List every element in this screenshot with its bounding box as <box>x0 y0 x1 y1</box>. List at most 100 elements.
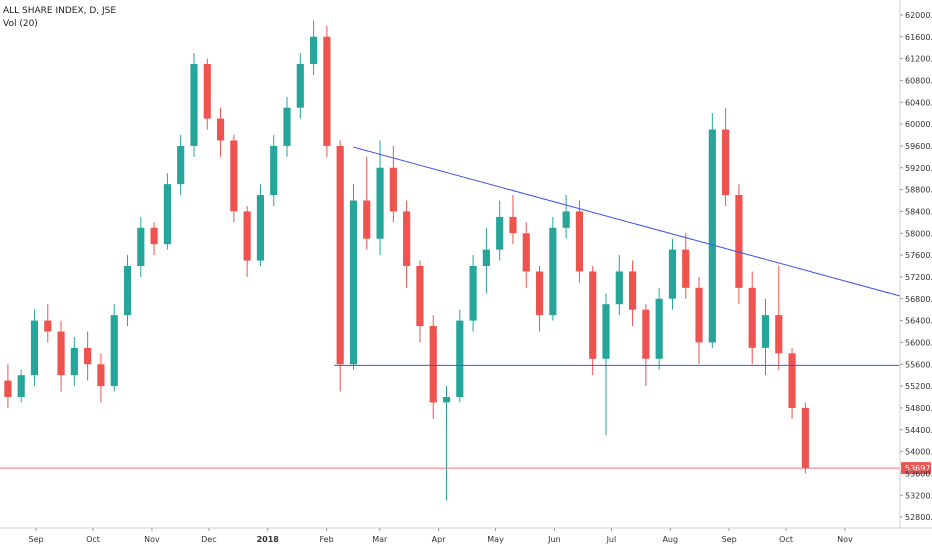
candle-body <box>535 271 544 316</box>
candle-body <box>323 36 331 146</box>
candle-body <box>589 271 597 359</box>
y-tick-label: 60000.00 <box>905 120 932 129</box>
candle-body <box>349 200 358 365</box>
x-tick-label: Jul <box>606 535 617 544</box>
candle-body <box>190 64 198 146</box>
y-tick-label: 56400.00 <box>905 317 932 326</box>
y-tick-label: 60400.00 <box>905 98 932 107</box>
candle-body <box>44 320 52 332</box>
candle-body <box>509 216 517 234</box>
y-tick-label: 56800.00 <box>905 295 932 304</box>
y-tick-label: 61600.00 <box>905 33 932 42</box>
y-tick-label: 54800.00 <box>905 404 932 413</box>
volume-indicator-label: Vol (20) <box>3 19 38 29</box>
candle-body <box>363 200 371 239</box>
candle-body <box>283 107 291 146</box>
candle-body <box>203 64 211 119</box>
y-tick-label: 53600.00 <box>905 469 932 478</box>
candle-body <box>655 298 663 359</box>
candle-body <box>496 216 504 250</box>
candle-body <box>628 271 637 310</box>
candle-body <box>270 145 278 196</box>
x-tick-label: Feb <box>319 535 333 544</box>
candle-body <box>469 266 477 321</box>
candle-body <box>230 140 238 212</box>
candle-body <box>123 266 132 316</box>
candle-body <box>722 129 730 196</box>
x-tick-label: Nov <box>837 535 853 544</box>
x-tick-label: Jun <box>547 535 561 544</box>
y-tick-label: 58000.00 <box>905 229 932 238</box>
y-tick-label: 54400.00 <box>905 426 932 435</box>
candle-body <box>522 233 530 272</box>
last-price-label: 53697.62 <box>905 464 932 473</box>
candle-body <box>163 184 171 245</box>
x-tick-label: 2018 <box>257 535 280 544</box>
x-tick-label: May <box>487 535 504 544</box>
y-tick-label: 57200.00 <box>905 273 932 282</box>
candle-body <box>708 129 716 343</box>
candle-body <box>310 36 318 65</box>
y-tick-label: 53200.00 <box>905 491 932 500</box>
candle-body <box>110 315 118 387</box>
candle-body <box>668 249 677 299</box>
candle-body <box>801 407 809 468</box>
candle-body <box>788 353 796 408</box>
y-tick-label: 55600.00 <box>905 360 932 369</box>
candle-body <box>615 271 623 305</box>
candle-body <box>84 347 92 365</box>
candle-body <box>695 287 703 343</box>
x-tick-label: Sep <box>29 535 44 544</box>
candle-body <box>761 315 770 348</box>
candle-body <box>336 145 344 365</box>
symbol-title: ALL SHARE INDEX, D, JSE <box>3 6 117 16</box>
candle-body <box>137 227 145 266</box>
candle-body <box>549 227 557 316</box>
x-tick-label: Sep <box>722 535 737 544</box>
candle-body <box>602 304 610 359</box>
y-tick-label: 62000.00 <box>905 11 932 20</box>
candle-body <box>30 320 39 376</box>
y-tick-label: 55200.00 <box>905 382 932 391</box>
candle-body <box>4 380 12 397</box>
y-tick-label: 59600.00 <box>905 142 932 151</box>
candle-body <box>389 167 397 212</box>
candle-body <box>775 315 783 354</box>
candle-body <box>376 167 384 239</box>
candle-body <box>429 326 437 403</box>
candle-body <box>482 249 490 266</box>
descending-trendline <box>353 146 901 297</box>
candle-body <box>150 227 158 245</box>
y-tick-label: 58800.00 <box>905 186 932 195</box>
y-tick-label: 57600.00 <box>905 251 932 260</box>
candle-body <box>17 375 25 397</box>
candle-body <box>256 195 265 261</box>
x-tick-label: Nov <box>144 535 160 544</box>
candle-body <box>70 347 78 376</box>
candle-body <box>442 397 451 403</box>
candle-body <box>748 287 756 348</box>
candle-body <box>456 320 464 397</box>
x-tick-label: Mar <box>372 535 388 544</box>
candle-body <box>682 249 690 288</box>
y-tick-label: 54000.00 <box>905 448 932 457</box>
candle-body <box>642 309 650 359</box>
candle-body <box>296 64 304 108</box>
y-tick-label: 59200.00 <box>905 164 932 173</box>
candle-body <box>562 211 570 228</box>
x-tick-label: Oct <box>86 535 100 544</box>
x-tick-label: Oct <box>779 535 793 544</box>
chart-legend: ALL SHARE INDEX, D, JSE Vol (20) <box>3 5 116 31</box>
y-tick-label: 58400.00 <box>905 207 932 216</box>
y-tick-label: 52800.00 <box>905 513 932 522</box>
y-tick-label: 61200.00 <box>905 55 932 64</box>
x-tick-label: Aug <box>662 535 678 544</box>
candle-body <box>416 266 424 327</box>
candle-body <box>97 364 105 387</box>
y-tick-label: 60800.00 <box>905 76 932 85</box>
candle-body <box>403 211 411 266</box>
candle-body <box>735 195 743 288</box>
last-price-badge <box>901 462 931 475</box>
candle-body <box>177 145 185 185</box>
